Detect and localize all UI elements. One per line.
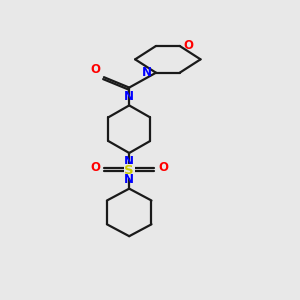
Text: N: N (124, 173, 134, 186)
Text: N: N (124, 90, 134, 103)
Text: S: S (124, 164, 134, 177)
Text: O: O (90, 63, 100, 76)
Text: O: O (184, 40, 194, 52)
Text: O: O (158, 161, 168, 174)
Text: N: N (142, 66, 152, 79)
Text: O: O (90, 161, 100, 174)
Text: N: N (124, 155, 134, 168)
